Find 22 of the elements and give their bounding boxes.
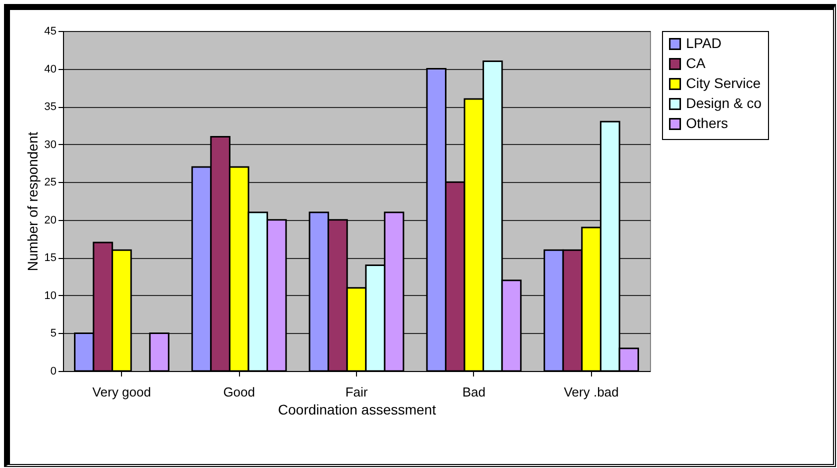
legend-label: LPAD xyxy=(686,35,722,51)
legend-label: City Service xyxy=(686,75,761,91)
y-tick-label: 5 xyxy=(50,328,56,340)
y-tick-label: 10 xyxy=(44,290,56,302)
x-tick-label: Very .bad xyxy=(564,384,619,400)
x-tick-label: Good xyxy=(223,384,256,400)
y-tick-label: 35 xyxy=(44,101,56,114)
x-tick-label: Bad xyxy=(462,384,486,400)
x-axis-title: Coordination assessment xyxy=(278,402,436,418)
x-tick-label: Fair xyxy=(345,384,368,400)
x-tick-label: Very good xyxy=(92,384,151,400)
y-tick-label: 20 xyxy=(44,214,56,226)
y-tick-label: 15 xyxy=(44,252,56,264)
y-tick-label: 30 xyxy=(44,138,56,151)
y-tick-label: 40 xyxy=(44,63,56,76)
y-tick-label: 45 xyxy=(44,26,56,38)
y-tick-label: 25 xyxy=(44,176,56,189)
legend-label: CA xyxy=(686,55,706,71)
y-axis-title: Number of respondent xyxy=(24,132,40,272)
legend-label: Others xyxy=(686,115,728,131)
y-tick-label: 0 xyxy=(50,366,56,378)
legend-label: Design & co xyxy=(686,95,762,111)
